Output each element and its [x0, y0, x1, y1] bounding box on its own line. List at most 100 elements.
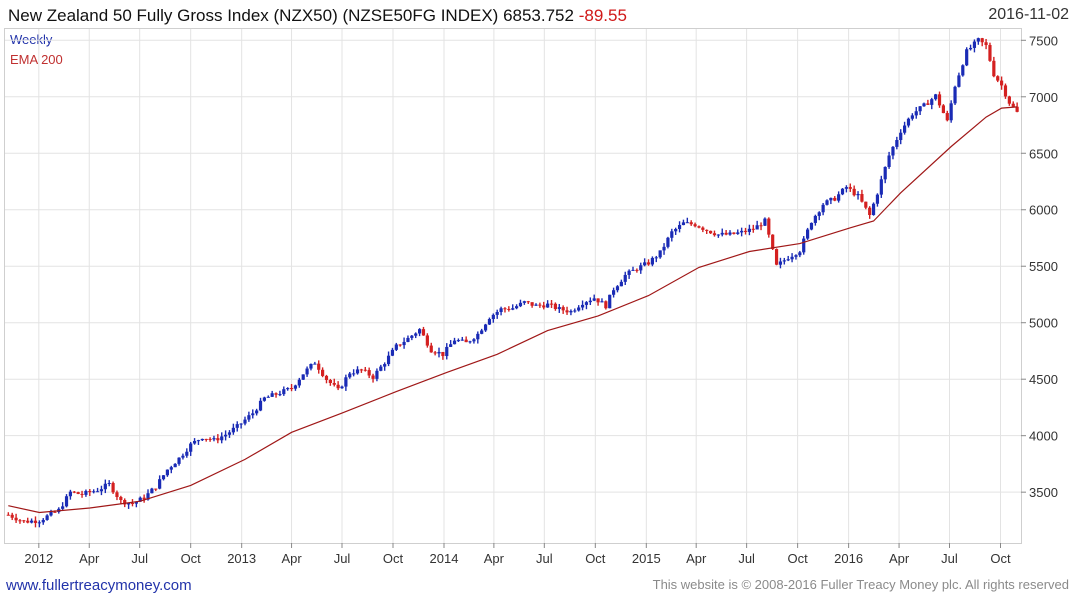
price-bar-body — [895, 140, 899, 147]
price-bar-body — [755, 225, 759, 230]
price-bar-body — [1003, 85, 1008, 97]
price-bar-body — [914, 111, 918, 116]
price-bar-body — [142, 497, 146, 500]
price-bar-body — [154, 488, 158, 490]
x-tick-label: Apr — [484, 551, 505, 566]
price-bar-body — [592, 298, 596, 301]
price-bar-body — [158, 479, 162, 489]
price-bar-body — [286, 388, 290, 390]
price-bar-body — [348, 373, 352, 378]
price-bar-body — [212, 438, 216, 440]
y-tick-label: 5500 — [1029, 259, 1058, 274]
price-bar-body — [367, 370, 371, 376]
price-bar-body — [297, 379, 301, 386]
price-bar-body — [340, 386, 344, 389]
price-bar-body — [821, 204, 825, 213]
price-bar-body — [774, 249, 779, 265]
price-bar-body — [945, 113, 949, 121]
price-bar-body — [553, 303, 558, 310]
price-bar-body — [802, 238, 806, 253]
price-bar-body — [530, 302, 534, 306]
price-bar-body — [635, 269, 639, 271]
price-bar-body — [425, 335, 429, 346]
price-bar-body — [542, 305, 546, 308]
price-bar-body — [487, 319, 492, 325]
price-bar-body — [402, 341, 406, 346]
price-bar-body — [150, 488, 154, 494]
price-bar-body — [483, 324, 488, 331]
price-bar-body — [546, 303, 550, 308]
price-bar-body — [115, 492, 119, 498]
price-bar-body — [14, 517, 18, 521]
x-tick-label: Jul — [334, 551, 351, 566]
price-bar-body — [383, 364, 387, 367]
price-bar-body — [697, 226, 701, 228]
price-bar-body — [146, 493, 150, 500]
price-bar-body — [321, 369, 325, 376]
price-bar-body — [41, 519, 45, 523]
price-bar-body — [984, 42, 988, 46]
price-bar-body — [996, 76, 1000, 81]
price-bar-body — [49, 511, 53, 516]
price-bar-body — [580, 304, 585, 308]
price-bar-body — [313, 363, 317, 365]
price-bar-body — [130, 503, 135, 505]
price-bar-body — [856, 194, 860, 196]
price-bar-body — [503, 308, 507, 310]
price-bar-body — [80, 493, 84, 495]
price-bar-body — [728, 232, 732, 235]
price-bar-body — [759, 225, 763, 227]
x-tick-label: Jul — [941, 551, 958, 566]
price-bar-body — [45, 515, 49, 520]
x-tick-label: Apr — [889, 551, 910, 566]
price-bar-body — [476, 333, 480, 340]
price-bar-body — [949, 103, 953, 121]
x-tick-label: 2015 — [632, 551, 661, 566]
price-bar-body — [165, 469, 170, 476]
x-tick-label: Jul — [536, 551, 553, 566]
price-bar-body — [433, 352, 437, 354]
price-bar-body — [937, 94, 942, 106]
price-bar-body — [270, 393, 274, 397]
price-bar-body — [899, 132, 903, 141]
y-tick-label: 6000 — [1029, 203, 1058, 218]
price-bar-body — [394, 344, 398, 350]
price-bar-body — [239, 423, 243, 425]
price-change: -89.55 — [578, 6, 627, 25]
price-bar-body — [185, 451, 189, 456]
price-bar-body — [332, 383, 336, 385]
price-bar-body — [495, 311, 499, 315]
price-bar-body — [569, 310, 573, 313]
price-bar-body — [615, 286, 620, 291]
price-bar-body — [355, 369, 360, 374]
price-bar-body — [961, 65, 965, 76]
x-tick-label: Oct — [383, 551, 404, 566]
price-bar-body — [891, 146, 895, 156]
price-bar-body — [336, 384, 340, 389]
price-bar-body — [456, 340, 461, 342]
price-bar-body — [255, 410, 259, 414]
price-bar-body — [1011, 103, 1015, 107]
price-bar-body — [421, 329, 426, 336]
price-bar-body — [833, 197, 837, 201]
price-bar-body — [743, 230, 748, 232]
price-bar-body — [289, 388, 294, 390]
price-bar-body — [22, 520, 26, 522]
price-bar-body — [809, 222, 814, 230]
website-link[interactable]: www.fullertreacymoney.com — [6, 577, 192, 594]
price-bar-body — [1000, 80, 1004, 86]
price-bar-body — [72, 491, 76, 493]
price-bar-body — [429, 345, 433, 353]
price-bar-body — [30, 520, 34, 523]
price-bar-body — [677, 225, 682, 230]
price-bar-body — [930, 99, 934, 105]
chart-date: 2016-11-02 — [988, 6, 1069, 23]
price-bar-body — [712, 233, 717, 236]
price-bar-body — [681, 222, 686, 226]
legend-weekly: Weekly — [10, 32, 53, 47]
price-bar-body — [111, 482, 115, 493]
price-bar-body — [848, 187, 852, 189]
price-bar-body — [883, 166, 887, 180]
price-bar-body — [829, 197, 833, 201]
price-bar-body — [825, 200, 829, 205]
